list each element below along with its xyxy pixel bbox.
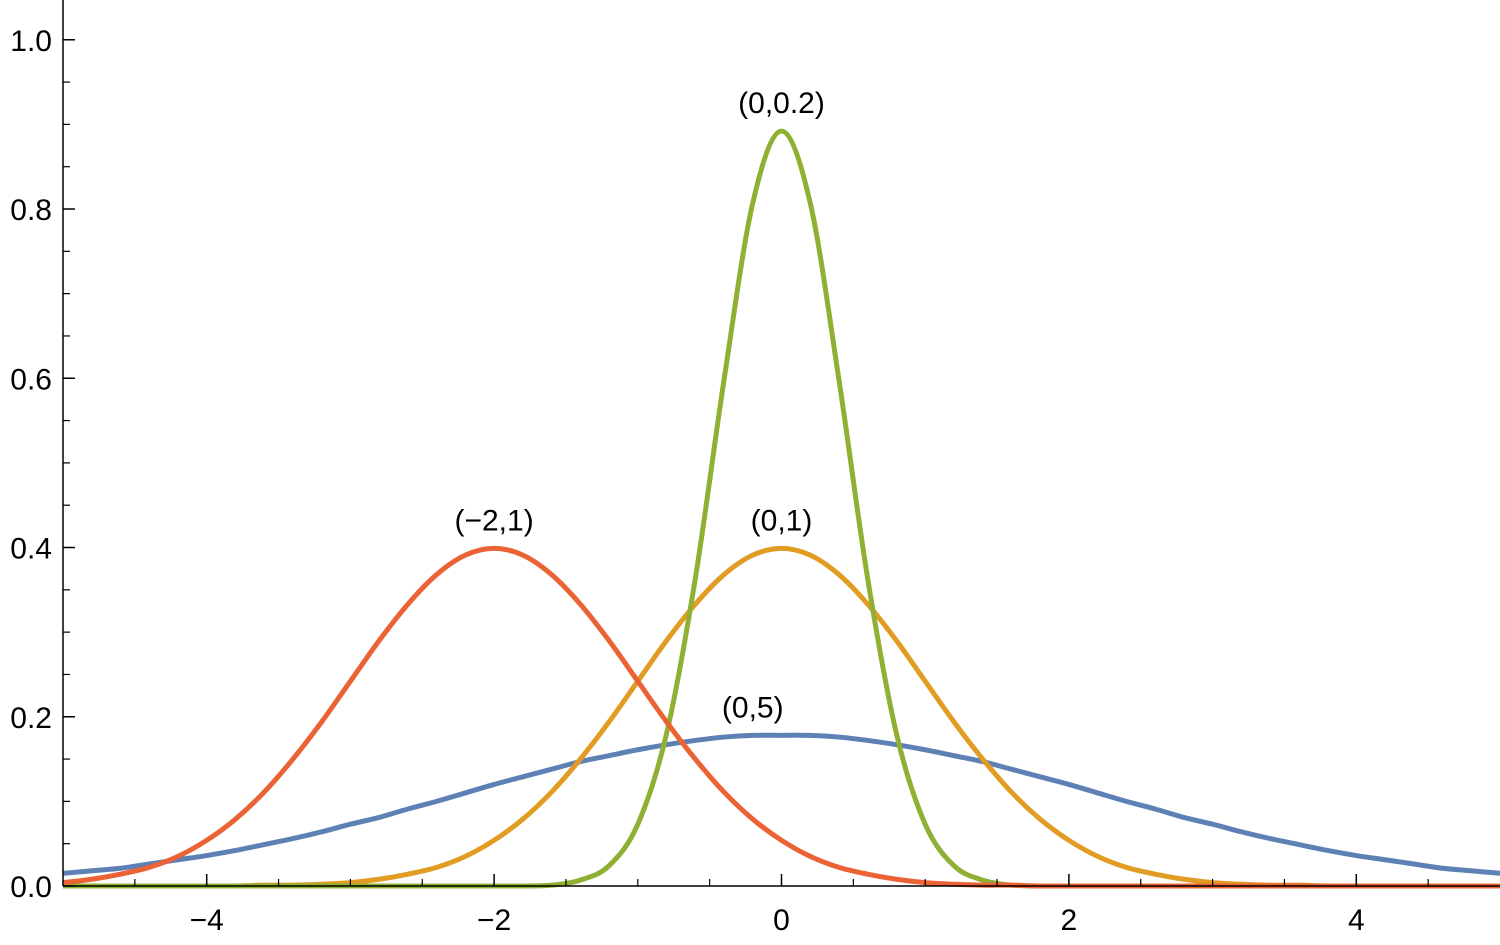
x-tick-label: 4 (1348, 904, 1365, 937)
y-tick-label: 0.6 (10, 363, 52, 396)
y-tick-label: 0.0 (10, 871, 52, 904)
x-tick-label: 0 (773, 904, 790, 937)
series-label: (0,0.2) (738, 87, 825, 120)
y-tick-label: 0.8 (10, 194, 52, 227)
series-label: (0,1) (751, 504, 813, 537)
series-label: (−2,1) (454, 504, 533, 537)
series-line (62, 732, 1500, 876)
x-tick-label: −4 (190, 904, 224, 937)
y-tick-label: 0.4 (10, 533, 52, 566)
y-tick-label: 0.2 (10, 702, 52, 735)
x-tick-label: −2 (477, 904, 511, 937)
x-tick-label: 2 (1061, 904, 1078, 937)
y-tick-label: 1.0 (10, 25, 52, 58)
series-label: (0,5) (722, 691, 784, 724)
